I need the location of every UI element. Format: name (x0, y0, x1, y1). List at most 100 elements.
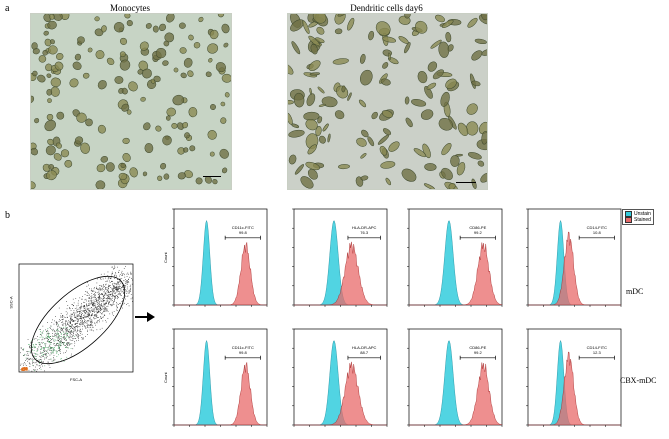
event-dot (44, 347, 45, 349)
event-dot (119, 281, 121, 283)
event-dot (55, 336, 57, 338)
event-dot (66, 340, 67, 341)
event-dot (63, 338, 65, 339)
cell (160, 163, 167, 170)
event-dot (48, 364, 50, 366)
event-dot (40, 349, 41, 350)
gate-bar (459, 235, 496, 240)
event-dot (56, 361, 58, 363)
event-dot (38, 346, 40, 348)
cell (195, 177, 203, 185)
event-dot (119, 274, 121, 275)
debris-dot (23, 367, 25, 369)
event-dot (89, 307, 91, 309)
event-dot (121, 275, 123, 276)
event-dot (66, 344, 68, 345)
cell (481, 131, 487, 145)
event-dot (111, 273, 112, 275)
event-dot (65, 326, 66, 328)
event-dot (108, 298, 110, 299)
event-dot (99, 299, 101, 300)
event-dot (100, 304, 102, 306)
event-dot (57, 326, 58, 328)
event-dot (70, 330, 72, 332)
event-dot (98, 309, 100, 311)
event-dot (91, 302, 92, 303)
event-dot (121, 273, 123, 275)
cell (145, 23, 152, 29)
legend-item-stained: Stained (625, 217, 651, 223)
event-dot (56, 334, 58, 336)
event-dot (76, 319, 78, 321)
event-dot (70, 332, 72, 334)
event-dot (129, 290, 131, 291)
event-dot (99, 301, 101, 302)
cell (210, 104, 216, 110)
event-dot (91, 308, 93, 310)
event-dot (53, 358, 55, 360)
event-dot (108, 295, 109, 297)
cell (305, 118, 318, 131)
event-dot (56, 344, 57, 345)
event-dot (119, 286, 120, 287)
event-dot (45, 343, 47, 345)
event-dot (90, 296, 92, 297)
event-dot (84, 319, 85, 321)
event-dot (115, 289, 116, 290)
event-dot (59, 351, 61, 353)
event-dot (61, 358, 62, 359)
event-dot (72, 338, 73, 340)
event-dot (97, 302, 98, 304)
event-dot (86, 320, 88, 322)
event-dot (123, 273, 125, 275)
event-dot (37, 339, 38, 341)
event-dot (72, 313, 73, 315)
event-dot (99, 297, 100, 298)
event-dot (56, 340, 58, 341)
cell (322, 123, 329, 132)
event-dot (114, 274, 115, 276)
event-dot (35, 343, 36, 345)
event-dot (74, 345, 75, 347)
event-dot (81, 310, 83, 311)
cell (42, 50, 48, 56)
event-dot (63, 333, 65, 334)
event-dot (126, 304, 127, 305)
event-dot (38, 343, 40, 345)
event-dot (69, 319, 71, 321)
event-dot (28, 351, 30, 352)
event-dot (88, 309, 90, 311)
event-dot (44, 350, 46, 351)
event-dot (47, 332, 49, 334)
event-dot (86, 303, 87, 305)
debris-dot (24, 369, 26, 371)
event-dot (95, 316, 97, 317)
event-dot (37, 350, 39, 351)
event-dot (97, 312, 98, 314)
event-dot (94, 311, 96, 312)
event-dot (73, 305, 74, 307)
event-dot (126, 276, 128, 277)
cell (315, 126, 322, 137)
event-dot (42, 352, 43, 353)
event-dot (48, 341, 50, 343)
cell (358, 99, 367, 108)
event-dot (91, 288, 92, 290)
cell (113, 22, 125, 33)
scatter-xlabel: FSC-A (70, 377, 82, 382)
event-dot (116, 283, 118, 284)
event-dot (70, 323, 71, 324)
event-dot (69, 307, 70, 309)
event-dot (66, 316, 68, 318)
event-dot (49, 349, 51, 351)
marker-name: HLA-DR-APC (351, 224, 377, 230)
event-dot (124, 284, 125, 286)
event-dot (97, 309, 99, 311)
event-dot (58, 336, 60, 338)
event-dot (77, 321, 79, 322)
event-dot (62, 315, 64, 317)
event-dot (30, 345, 31, 347)
event-dot (116, 289, 117, 290)
cell (361, 129, 369, 138)
event-dot (110, 294, 111, 295)
